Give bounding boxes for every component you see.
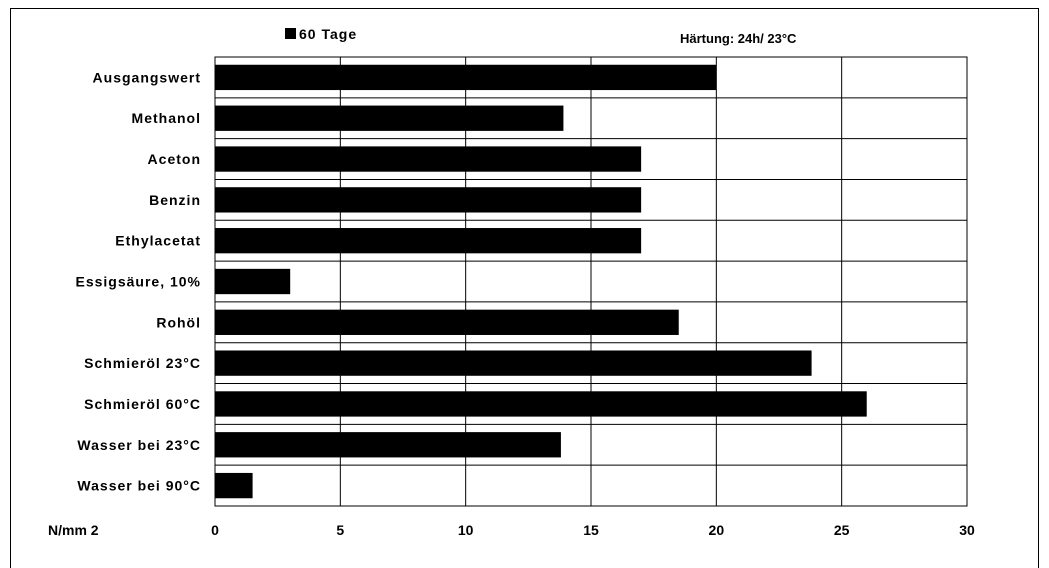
x-tick-label: 0 — [211, 522, 219, 538]
bars — [215, 64, 867, 499]
bar — [215, 391, 867, 417]
bar — [215, 432, 561, 458]
category-label: Ausgangswert — [93, 69, 201, 85]
category-label: Ethylacetat — [115, 233, 201, 249]
category-label: Wasser bei 23°C — [77, 437, 201, 453]
bar — [215, 350, 812, 376]
x-tick-labels: 0 5 10 15 20 25 30 — [211, 522, 975, 538]
bar — [215, 146, 642, 172]
category-label: Essigsäure, 10% — [75, 274, 201, 290]
category-label: Wasser bei 90°C — [77, 478, 201, 494]
category-label: Methanol — [132, 110, 201, 126]
category-labels: Ausgangswert Methanol Aceton Benzin Ethylace… — [75, 69, 201, 494]
bar — [215, 472, 253, 499]
x-tick-label: 15 — [583, 522, 599, 538]
bar — [215, 187, 642, 213]
x-tick-label: 25 — [834, 522, 850, 538]
legend-label: 60 Tage — [299, 26, 357, 42]
category-label: Benzin — [149, 192, 201, 208]
x-tick-label: 30 — [959, 522, 975, 538]
category-label: Rohöl — [156, 314, 201, 330]
x-unit-label: N/mm 2 — [48, 522, 99, 538]
category-label: Schmieröl 60°C — [84, 396, 201, 412]
bar — [215, 64, 717, 91]
category-label: Aceton — [148, 151, 201, 167]
bar — [215, 228, 642, 254]
bar — [215, 105, 564, 131]
x-tick-label: 20 — [709, 522, 725, 538]
annotation-text: Härtung: 24h/ 23°C — [680, 31, 797, 46]
plot-grid — [214, 56, 968, 507]
bar — [215, 309, 679, 335]
x-tick-label: 5 — [336, 522, 344, 538]
category-label: Schmieröl 23°C — [84, 355, 201, 371]
bar — [215, 268, 291, 295]
x-tick-label: 10 — [458, 522, 474, 538]
chart-frame — [10, 8, 1039, 568]
legend-swatch — [285, 28, 296, 39]
